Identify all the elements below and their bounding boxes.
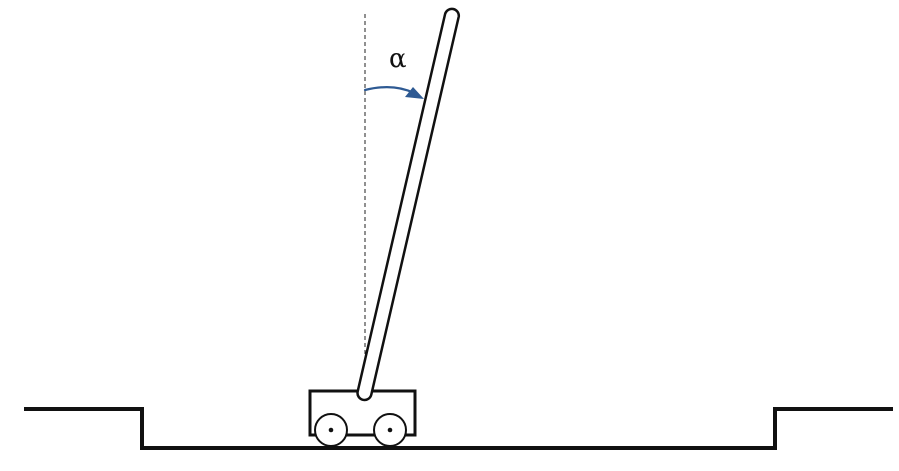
cart-right-wheel xyxy=(374,414,406,446)
pendulum-pole xyxy=(358,9,459,400)
track-ground-line xyxy=(24,409,893,448)
left-wheel-axle xyxy=(329,428,334,433)
cart-left-wheel xyxy=(315,414,347,446)
angle-label-alpha: α xyxy=(389,44,407,74)
angle-arrowhead xyxy=(405,87,424,99)
angle-arc xyxy=(365,87,414,93)
right-wheel-axle xyxy=(388,428,393,433)
